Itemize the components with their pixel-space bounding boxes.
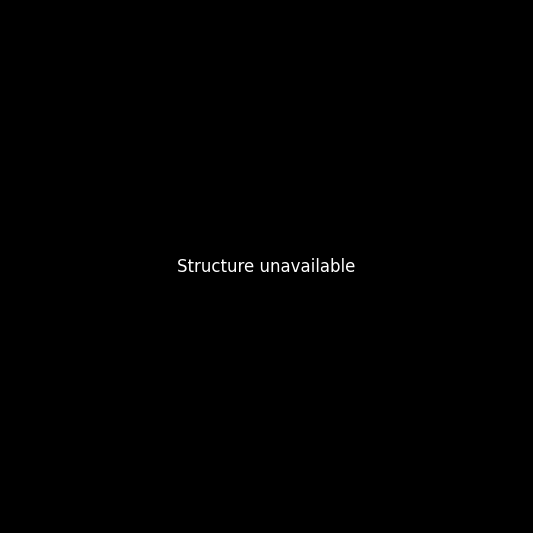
Text: Structure unavailable: Structure unavailable [177, 258, 355, 276]
